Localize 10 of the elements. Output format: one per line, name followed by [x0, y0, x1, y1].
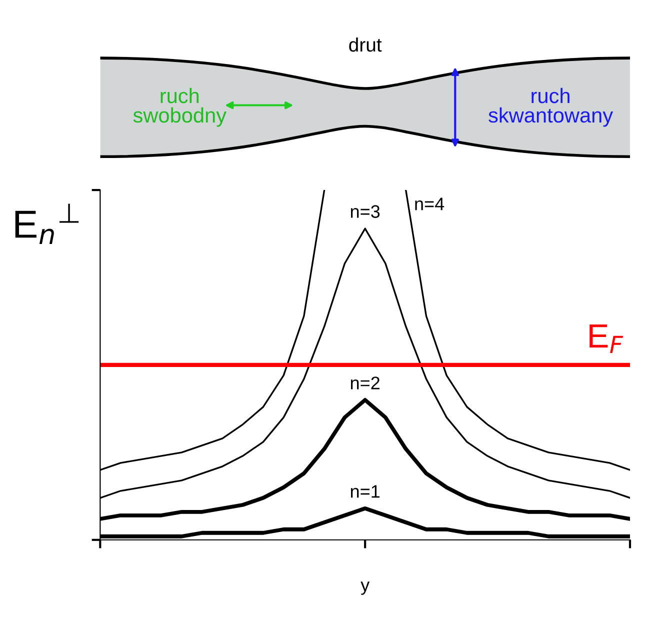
- series-label: n=2: [350, 376, 380, 390]
- series-label: n=4: [415, 198, 444, 210]
- text: drut: [349, 37, 382, 52]
- series-label: n=1: [350, 485, 380, 498]
- y-axis-title: E$_{n}$$^{⊥}$: [15, 204, 79, 244]
- x-axis-title: y: [360, 582, 370, 595]
- text: ruch swobodny: [133, 88, 227, 127]
- text: ruch skwantowany: [488, 88, 614, 127]
- series-label: n=3: [350, 205, 380, 218]
- ref-line-label: E$_{F}$: [590, 324, 624, 353]
